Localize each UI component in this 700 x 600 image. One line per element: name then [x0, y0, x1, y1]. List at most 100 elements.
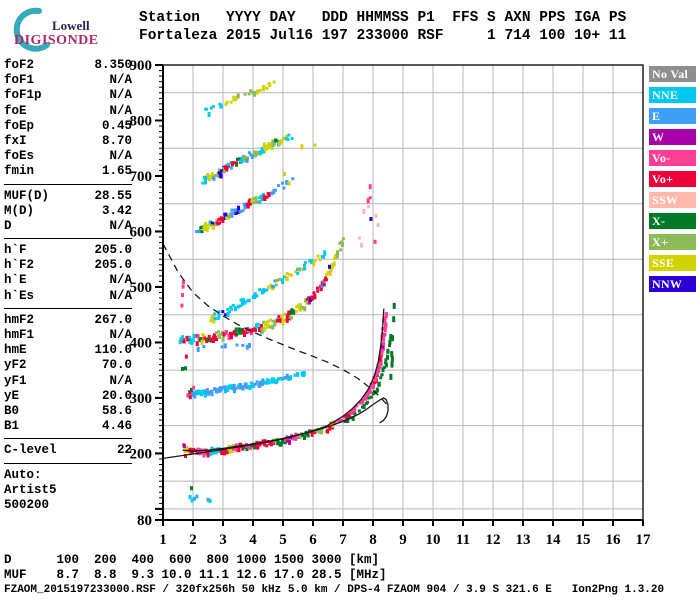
echo-mark: [331, 424, 335, 428]
echo-mark: [204, 452, 208, 456]
echo-mark: [265, 288, 269, 292]
echo-mark: [262, 320, 265, 324]
param-value: N/A: [109, 288, 132, 303]
x-tick-label: 5: [279, 532, 287, 548]
echo-mark: [227, 215, 231, 219]
echo-mark: [280, 377, 284, 381]
echo-mark: [254, 154, 257, 158]
legend-item-xm: X-: [649, 213, 696, 229]
echo-mark: [369, 386, 373, 390]
echo-mark: [303, 260, 307, 264]
panel-divider: [4, 438, 132, 440]
echo-mark: [340, 418, 344, 422]
echo-mark: [211, 105, 215, 108]
echo-mark: [208, 220, 212, 224]
echo-mark: [185, 335, 189, 339]
param-row-md: M(D) 3.42: [4, 204, 132, 219]
echo-mark: [223, 385, 227, 389]
echo-mark: [313, 259, 317, 262]
echo-mark: [234, 306, 238, 310]
echo-mark: [379, 362, 383, 366]
echo-mark: [220, 345, 224, 349]
echo-mark: [193, 393, 197, 397]
echo-mark: [210, 172, 214, 176]
y-tick-label: 200: [130, 446, 153, 462]
echo-mark: [223, 450, 227, 456]
echo-mark: [239, 383, 243, 388]
echo-mark: [376, 366, 380, 370]
x-tick-label: 14: [546, 532, 562, 548]
echo-dot: [208, 498, 212, 503]
echo-mark: [290, 273, 294, 277]
echo-mark: [286, 439, 290, 443]
echo-mark: [262, 148, 266, 154]
echo-mark: [288, 317, 291, 321]
echo-mark: [209, 106, 213, 110]
echo-mark: [388, 339, 392, 345]
echo-mark: [218, 172, 222, 178]
echo-mark: [392, 316, 396, 323]
echo-mark: [246, 328, 250, 334]
echo-mark: [217, 310, 221, 314]
y-tick-label: 800: [130, 113, 153, 129]
echo-mark: [289, 309, 293, 313]
echo-mark: [369, 395, 373, 399]
param-row-foep: foEp 0.45: [4, 119, 132, 134]
echo-mark: [224, 164, 228, 168]
param-label: foF1: [4, 73, 35, 88]
echo-mark: [232, 95, 236, 101]
echo-mark: [266, 325, 270, 329]
param-value: N/A: [109, 103, 132, 118]
echo-dot: [178, 340, 182, 345]
echo-mark: [281, 318, 285, 322]
echo-mark: [353, 407, 357, 413]
param-row-b0: B0 58.6: [4, 404, 132, 419]
echo-mark: [368, 196, 372, 200]
echo-mark: [343, 420, 347, 423]
param-row-hmf2: hmF2 267.0: [4, 313, 132, 328]
echo-mark: [227, 384, 231, 388]
echo-mark: [274, 380, 277, 384]
echo-mark: [234, 208, 238, 212]
echo-mark: [273, 319, 277, 325]
legend-item-xp: X+: [649, 234, 696, 250]
echo-mark: [205, 338, 209, 342]
echo-mark: [259, 150, 263, 154]
echo-dot: [190, 387, 193, 392]
echo-mark: [313, 294, 317, 300]
echo-mark: [191, 394, 195, 397]
echo-mark: [196, 447, 200, 453]
echo-mark: [210, 174, 214, 178]
echo-mark: [233, 388, 236, 394]
echo-dot: [184, 454, 187, 458]
legend-item-e: E: [649, 108, 696, 124]
echo-mark: [303, 263, 306, 267]
param-value: N/A: [109, 328, 132, 342]
param-value: 110.0: [94, 343, 132, 358]
echo-mark: [248, 198, 252, 204]
echo-mark: [235, 447, 239, 453]
echo-mark: [261, 439, 265, 443]
echo-mark: [297, 268, 301, 272]
echo-mark: [269, 440, 272, 444]
echo-mark: [296, 371, 300, 377]
y-tick-label: 300: [130, 391, 153, 407]
param-label: fmin: [4, 164, 35, 179]
echo-mark: [210, 221, 214, 225]
echo-mark: [262, 86, 265, 90]
echo-mark: [284, 137, 288, 141]
echo-mark: [228, 212, 232, 216]
echo-mark: [240, 300, 244, 306]
echo-mark: [285, 272, 289, 275]
echo-mark: [390, 351, 394, 358]
echo-mark: [231, 331, 235, 335]
echo-dot: [190, 486, 193, 491]
echo-mark: [307, 296, 311, 300]
echo-mark: [216, 174, 220, 178]
echo-mark: [362, 208, 366, 214]
echo-mark: [281, 438, 284, 444]
echo-mark: [188, 335, 192, 339]
echo-mark: [308, 259, 312, 263]
muf-frequency-row: MUF 8.7 8.8 9.3 10.0 11.1 12.6 17.0 28.5…: [4, 567, 387, 582]
